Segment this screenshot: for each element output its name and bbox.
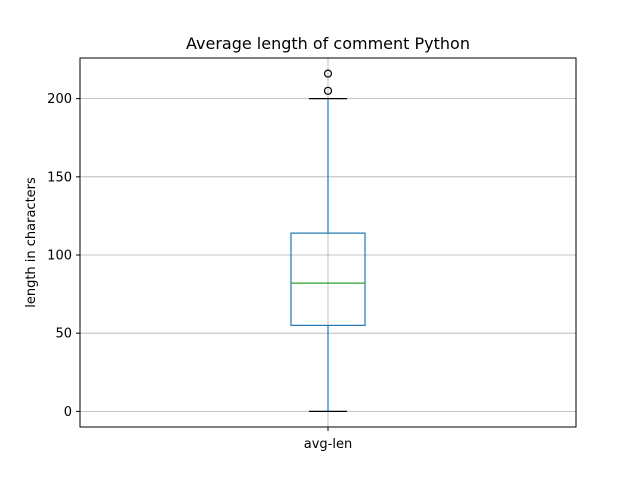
- x-axis: avg-len: [304, 427, 352, 452]
- y-axis: 0 50 100 150 200: [47, 92, 80, 420]
- box-group: [290, 69, 366, 412]
- iqr-box: [290, 232, 366, 326]
- y-tick-label: 150: [47, 170, 72, 185]
- y-tick-label: 100: [47, 249, 72, 264]
- x-tick-label: avg-len: [304, 437, 352, 452]
- y-tick-label: 200: [47, 92, 72, 107]
- box-plot-marks: [290, 69, 366, 412]
- y-axis-label: length in characters: [24, 177, 39, 308]
- outlier-point: [323, 86, 333, 95]
- chart-title: Average length of comment Python: [186, 34, 470, 53]
- outlier-point: [323, 69, 333, 78]
- y-tick-label: 50: [55, 327, 72, 342]
- y-tick-label: 0: [64, 405, 72, 420]
